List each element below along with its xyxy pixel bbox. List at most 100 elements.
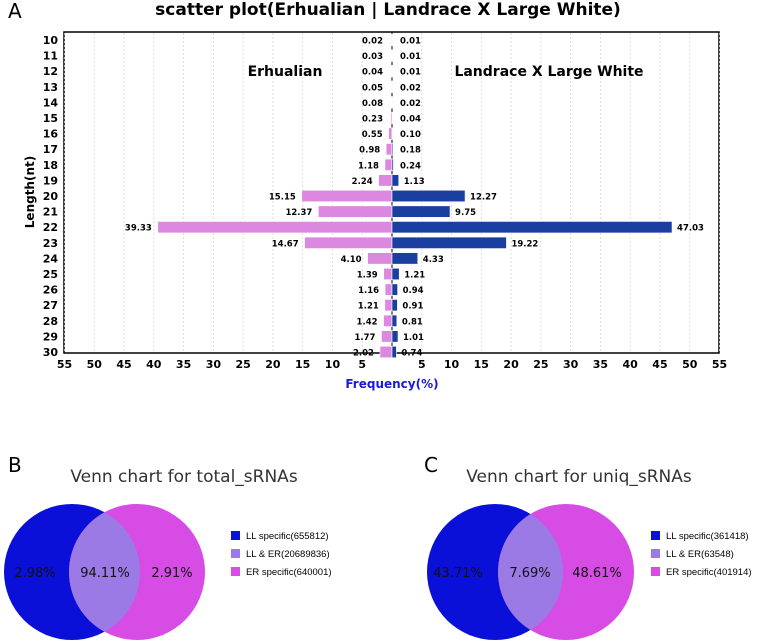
data-label-lxlw: 0.02 [400,83,421,93]
data-label-erhualian: 1.39 [357,271,378,281]
data-label-erhualian: 0.23 [362,115,383,125]
bar-erhualian [367,252,393,265]
x-tick-label: 50 [682,358,698,371]
legend-c-label-both: LL & ER(63548) [666,549,734,560]
x-tick-label: 25 [235,358,250,371]
y-tick-label: 21 [43,206,58,219]
x-tick-label: 55 [57,358,72,371]
bar-lxlw [391,189,466,203]
x-tick-label: 20 [503,358,519,371]
y-axis-title: Length(nt) [23,156,37,228]
x-tick-label: 40 [623,358,639,371]
bar-lxlw [391,205,451,218]
bar-erhualian [379,345,393,359]
bar-lxlw [391,111,393,125]
lxlw-bars: 0.01 0.01 0.01 0.02 0.02 0.04 0.10 0.18 0.24 1.13… [391,33,704,359]
bar-lxlw [391,174,400,187]
y-tick-label: 25 [43,268,58,281]
x-tick-label: 25 [533,358,548,371]
bar-lxlw [391,314,398,327]
bar-erhualian [318,205,393,218]
y-tick-label: 27 [43,299,58,312]
x-tick-labels: 55 50 45 40 35 30 25 20 15 10 5 5 10 15 20 25 30 35 40 45 50… [57,358,727,371]
bar-erhualian [383,267,393,281]
bar-lxlw [391,267,400,281]
data-label-lxlw: 0.91 [402,302,423,312]
bar-lxlw [391,221,673,234]
data-label-lxlw: 0.01 [400,68,421,78]
bar-erhualian [384,283,393,296]
data-label-lxlw: 12.27 [470,193,497,203]
x-tick-label: 15 [474,358,489,371]
venn-b-overlap-percent: 94.11% [80,566,130,581]
bar-lxlw [391,345,397,359]
y-tick-label: 15 [43,112,58,125]
panel-letter-c: C [424,453,438,477]
x-tick-label: 40 [146,358,162,371]
bar-erhualian [385,143,393,156]
bar-erhualian [388,127,393,140]
venn-c-ll-percent: 43.71% [433,566,483,581]
data-label-erhualian: 0.55 [362,130,383,140]
venn-b-title: Venn chart for total_sRNAs [70,467,297,487]
x-tick-label: 10 [444,358,460,371]
series-label-lxlw: Landrace X Large White [454,64,643,80]
data-label-erhualian: 39.33 [125,224,152,234]
y-tick-labels: 10 11 12 13 14 15 16 17 18 19 20 21 22 23 24 25 26 27 28 29… [43,34,59,359]
legend-c-swatch-ll [651,531,660,540]
data-label-erhualian: 0.03 [362,52,383,62]
data-label-lxlw: 0.04 [400,115,421,125]
x-tick-label: 35 [176,358,191,371]
y-tick-label: 16 [43,128,59,141]
bar-lxlw [391,127,393,140]
chart-title: scatter plot(Erhualian | Landrace X Larg… [155,0,621,20]
legend-c-label-er: ER specific(401914) [666,567,752,578]
y-tick-label: 22 [43,221,58,234]
x-tick-label: 15 [295,358,310,371]
x-tick-label: 5 [418,358,426,371]
bar-erhualian [157,221,393,234]
venn-c-overlap-percent: 7.69% [509,566,550,581]
data-label-lxlw: 0.81 [402,317,423,327]
venn-b-er-percent: 2.91% [151,566,192,581]
y-tick-label: 20 [43,190,59,203]
x-tick-label: 50 [87,358,103,371]
bar-erhualian [384,299,393,312]
venn-c-overlap [497,514,563,630]
x-tick-label: 45 [116,358,131,371]
data-label-erhualian: 4.10 [341,255,362,265]
bar-lxlw [391,143,394,156]
data-label-erhualian: 2.24 [352,177,373,187]
x-tick-label: 55 [712,358,727,371]
data-label-erhualian: 0.98 [359,146,380,156]
data-label-erhualian: 2.02 [353,349,374,359]
y-tick-label: 29 [43,330,58,343]
bar-erhualian [301,189,393,203]
y-tick-label: 26 [43,284,59,297]
data-label-erhualian: 15.15 [269,193,296,203]
data-label-lxlw: 0.01 [400,52,421,62]
data-label-lxlw: 1.13 [404,177,425,187]
y-tick-label: 30 [43,346,59,359]
bar-lxlw [391,236,507,249]
bar-erhualian [381,330,393,343]
legend-b-label-er: ER specific(640001) [246,567,332,578]
venn-b-ll-percent: 2.98% [14,566,55,581]
bar-lxlw [391,158,394,171]
y-tick-label: 17 [43,143,58,156]
data-label-erhualian: 0.04 [362,68,383,78]
gridlines [64,33,720,352]
data-label-lxlw: 0.94 [403,286,424,296]
data-label-erhualian: 1.42 [357,317,378,327]
y-tick-label: 10 [43,34,59,47]
bar-lxlw [391,96,393,109]
data-label-erhualian: 12.37 [285,208,312,218]
x-tick-label: 30 [206,358,222,371]
series-label-erhualian: Erhualian [248,64,323,80]
data-label-erhualian: 1.16 [358,286,379,296]
venn-b-overlap [69,512,140,632]
data-label-lxlw: 4.33 [423,255,444,265]
data-label-lxlw: 0.74 [401,349,422,359]
bar-erhualian [384,158,393,171]
